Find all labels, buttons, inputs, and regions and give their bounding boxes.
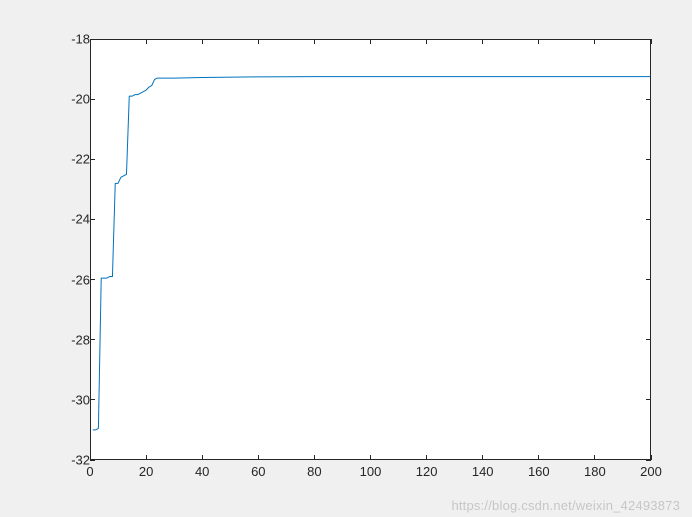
tick [146,39,147,44]
tick [538,455,539,460]
x-tick-label: 140 [472,464,494,479]
tick [646,460,651,461]
x-tick-label: 20 [139,464,153,479]
tick [426,455,427,460]
tick [646,339,651,340]
x-tick-label: 40 [195,464,209,479]
tick [202,39,203,44]
tick [90,39,95,40]
tick [146,455,147,460]
tick [646,39,651,40]
tick [370,455,371,460]
tick [90,339,95,340]
x-tick-label: 60 [251,464,265,479]
figure: 020406080100120140160180200 -32-30-28-26… [0,0,692,517]
tick [646,159,651,160]
tick [258,39,259,44]
y-tick-label: -22 [0,152,90,167]
tick [646,99,651,100]
x-tick-label: 160 [528,464,550,479]
tick [370,39,371,44]
y-tick-label: -26 [0,272,90,287]
y-tick-label: -18 [0,32,90,47]
tick [646,399,651,400]
tick [90,460,95,461]
tick [90,279,95,280]
tick [594,455,595,460]
tick [482,39,483,44]
tick [314,455,315,460]
tick [646,219,651,220]
x-tick-label: 200 [640,464,662,479]
line-series [90,39,651,460]
y-tick-label: -20 [0,92,90,107]
tick [314,39,315,44]
tick [646,279,651,280]
y-tick-labels: -32-30-28-26-24-22-20-18 [0,39,90,460]
series-path [93,77,651,430]
x-tick-label: 180 [584,464,606,479]
tick [594,39,595,44]
x-tick-label: 120 [416,464,438,479]
plot-axes [90,39,651,460]
tick [202,455,203,460]
tick [90,159,95,160]
watermark-text: https://blog.csdn.net/weixin_42493873 [451,498,680,513]
y-tick-label: -32 [0,453,90,468]
y-tick-label: -24 [0,212,90,227]
tick [426,39,427,44]
tick [90,219,95,220]
y-tick-label: -28 [0,332,90,347]
axes-border [90,39,651,460]
tick [90,99,95,100]
y-tick-label: -30 [0,392,90,407]
tick [651,39,652,44]
tick [258,455,259,460]
tick [538,39,539,44]
x-tick-label: 80 [307,464,321,479]
tick [482,455,483,460]
x-tick-label: 100 [360,464,382,479]
tick [90,399,95,400]
